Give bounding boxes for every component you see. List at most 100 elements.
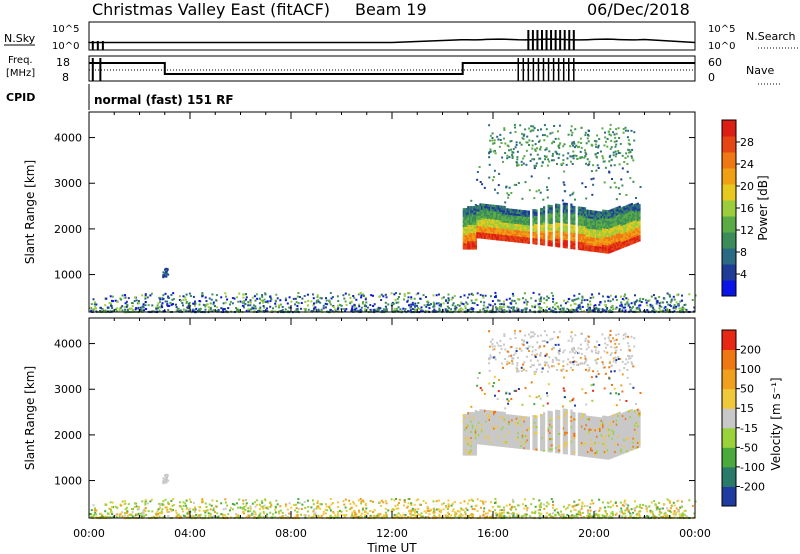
data-pixel	[586, 246, 590, 250]
data-pixel	[573, 226, 576, 229]
data-pixel	[669, 510, 671, 513]
data-pixel	[471, 218, 474, 221]
data-pixel	[499, 228, 502, 231]
data-pixel	[135, 513, 138, 516]
data-pixel	[562, 225, 565, 228]
data-pixel	[427, 515, 430, 518]
data-pixel	[502, 214, 505, 217]
data-pixel	[499, 226, 502, 229]
data-pixel	[608, 230, 611, 233]
data-pixel	[623, 208, 626, 211]
data-pixel	[577, 306, 580, 309]
data-pixel	[511, 233, 514, 236]
data-pixel	[261, 501, 264, 504]
data-pixel	[617, 216, 620, 220]
data-pixel	[632, 235, 635, 238]
data-pixel	[415, 293, 418, 296]
data-pixel	[161, 306, 164, 309]
data-pixel	[602, 236, 605, 239]
data-pixel	[537, 129, 539, 132]
data-pixel	[629, 216, 632, 219]
data-pixel	[172, 292, 175, 295]
data-pixel	[593, 224, 596, 228]
data-pixel	[540, 212, 543, 215]
data-pixel	[527, 218, 530, 222]
data-pixel	[249, 301, 252, 304]
data-pixel	[396, 504, 399, 506]
data-pixel	[549, 239, 552, 243]
data-pixel	[294, 297, 297, 300]
data-pixel	[562, 159, 565, 162]
data-pixel	[579, 225, 582, 228]
data-pixel	[221, 513, 224, 516]
data-pixel	[464, 247, 467, 250]
data-pixel	[364, 510, 367, 513]
data-pixel	[483, 230, 487, 233]
data-pixel	[153, 515, 155, 518]
data-pixel	[541, 309, 544, 312]
data-pixel	[633, 230, 637, 233]
data-pixel	[633, 208, 637, 211]
data-pixel	[576, 157, 579, 160]
data-pixel	[204, 304, 207, 307]
data-pixel	[623, 236, 626, 240]
data-pixel	[521, 218, 524, 221]
data-pixel	[613, 164, 616, 167]
data-pixel	[470, 293, 473, 296]
data-pixel	[508, 220, 511, 224]
data-pixel	[254, 511, 257, 514]
data-pixel	[520, 240, 523, 243]
data-pixel	[363, 305, 366, 308]
data-pixel	[618, 214, 621, 217]
data-pixel	[526, 235, 529, 238]
data-pixel	[577, 513, 580, 516]
data-pixel	[385, 307, 388, 310]
data-pixel	[499, 219, 502, 223]
data-pixel	[541, 134, 544, 137]
data-pixel	[464, 236, 467, 240]
data-pixel	[636, 223, 640, 226]
data-pixel	[208, 309, 210, 312]
data-pixel	[586, 209, 590, 213]
data-pixel	[623, 245, 626, 248]
data-pixel	[645, 301, 648, 304]
data-pixel	[480, 207, 484, 210]
data-pixel	[445, 299, 447, 302]
data-pixel	[621, 243, 624, 246]
data-pixel	[513, 306, 515, 309]
data-pixel	[500, 205, 503, 208]
data-pixel	[540, 210, 543, 213]
data-pixel	[571, 234, 574, 237]
data-pixel	[479, 293, 482, 296]
data-pixel	[407, 296, 410, 299]
data-pixel	[493, 233, 496, 236]
data-pixel	[579, 150, 582, 153]
data-pixel	[173, 298, 175, 300]
data-pixel	[577, 223, 580, 226]
data-pixel	[555, 508, 558, 510]
data-pixel	[577, 304, 580, 307]
data-pixel	[433, 305, 436, 308]
data-pixel	[529, 153, 532, 156]
data-pixel	[609, 300, 612, 303]
data-pixel	[588, 306, 591, 309]
data-pixel	[468, 234, 471, 238]
data-pixel	[494, 149, 496, 152]
data-pixel	[482, 304, 485, 307]
data-pixel	[315, 301, 318, 304]
data-pixel	[586, 234, 590, 237]
data-pixel	[420, 306, 423, 309]
data-pixel	[583, 209, 587, 212]
data-pixel	[624, 232, 627, 235]
data-pixel	[120, 298, 123, 301]
data-pixel	[523, 212, 526, 215]
data-pixel	[538, 293, 541, 296]
data-pixel	[502, 234, 505, 237]
data-pixel	[620, 227, 623, 231]
data-pixel	[372, 305, 375, 307]
data-pixel	[292, 503, 295, 506]
data-pixel	[623, 220, 626, 223]
data-pixel	[615, 505, 618, 507]
data-pixel	[494, 231, 497, 235]
data-pixel	[482, 213, 485, 217]
